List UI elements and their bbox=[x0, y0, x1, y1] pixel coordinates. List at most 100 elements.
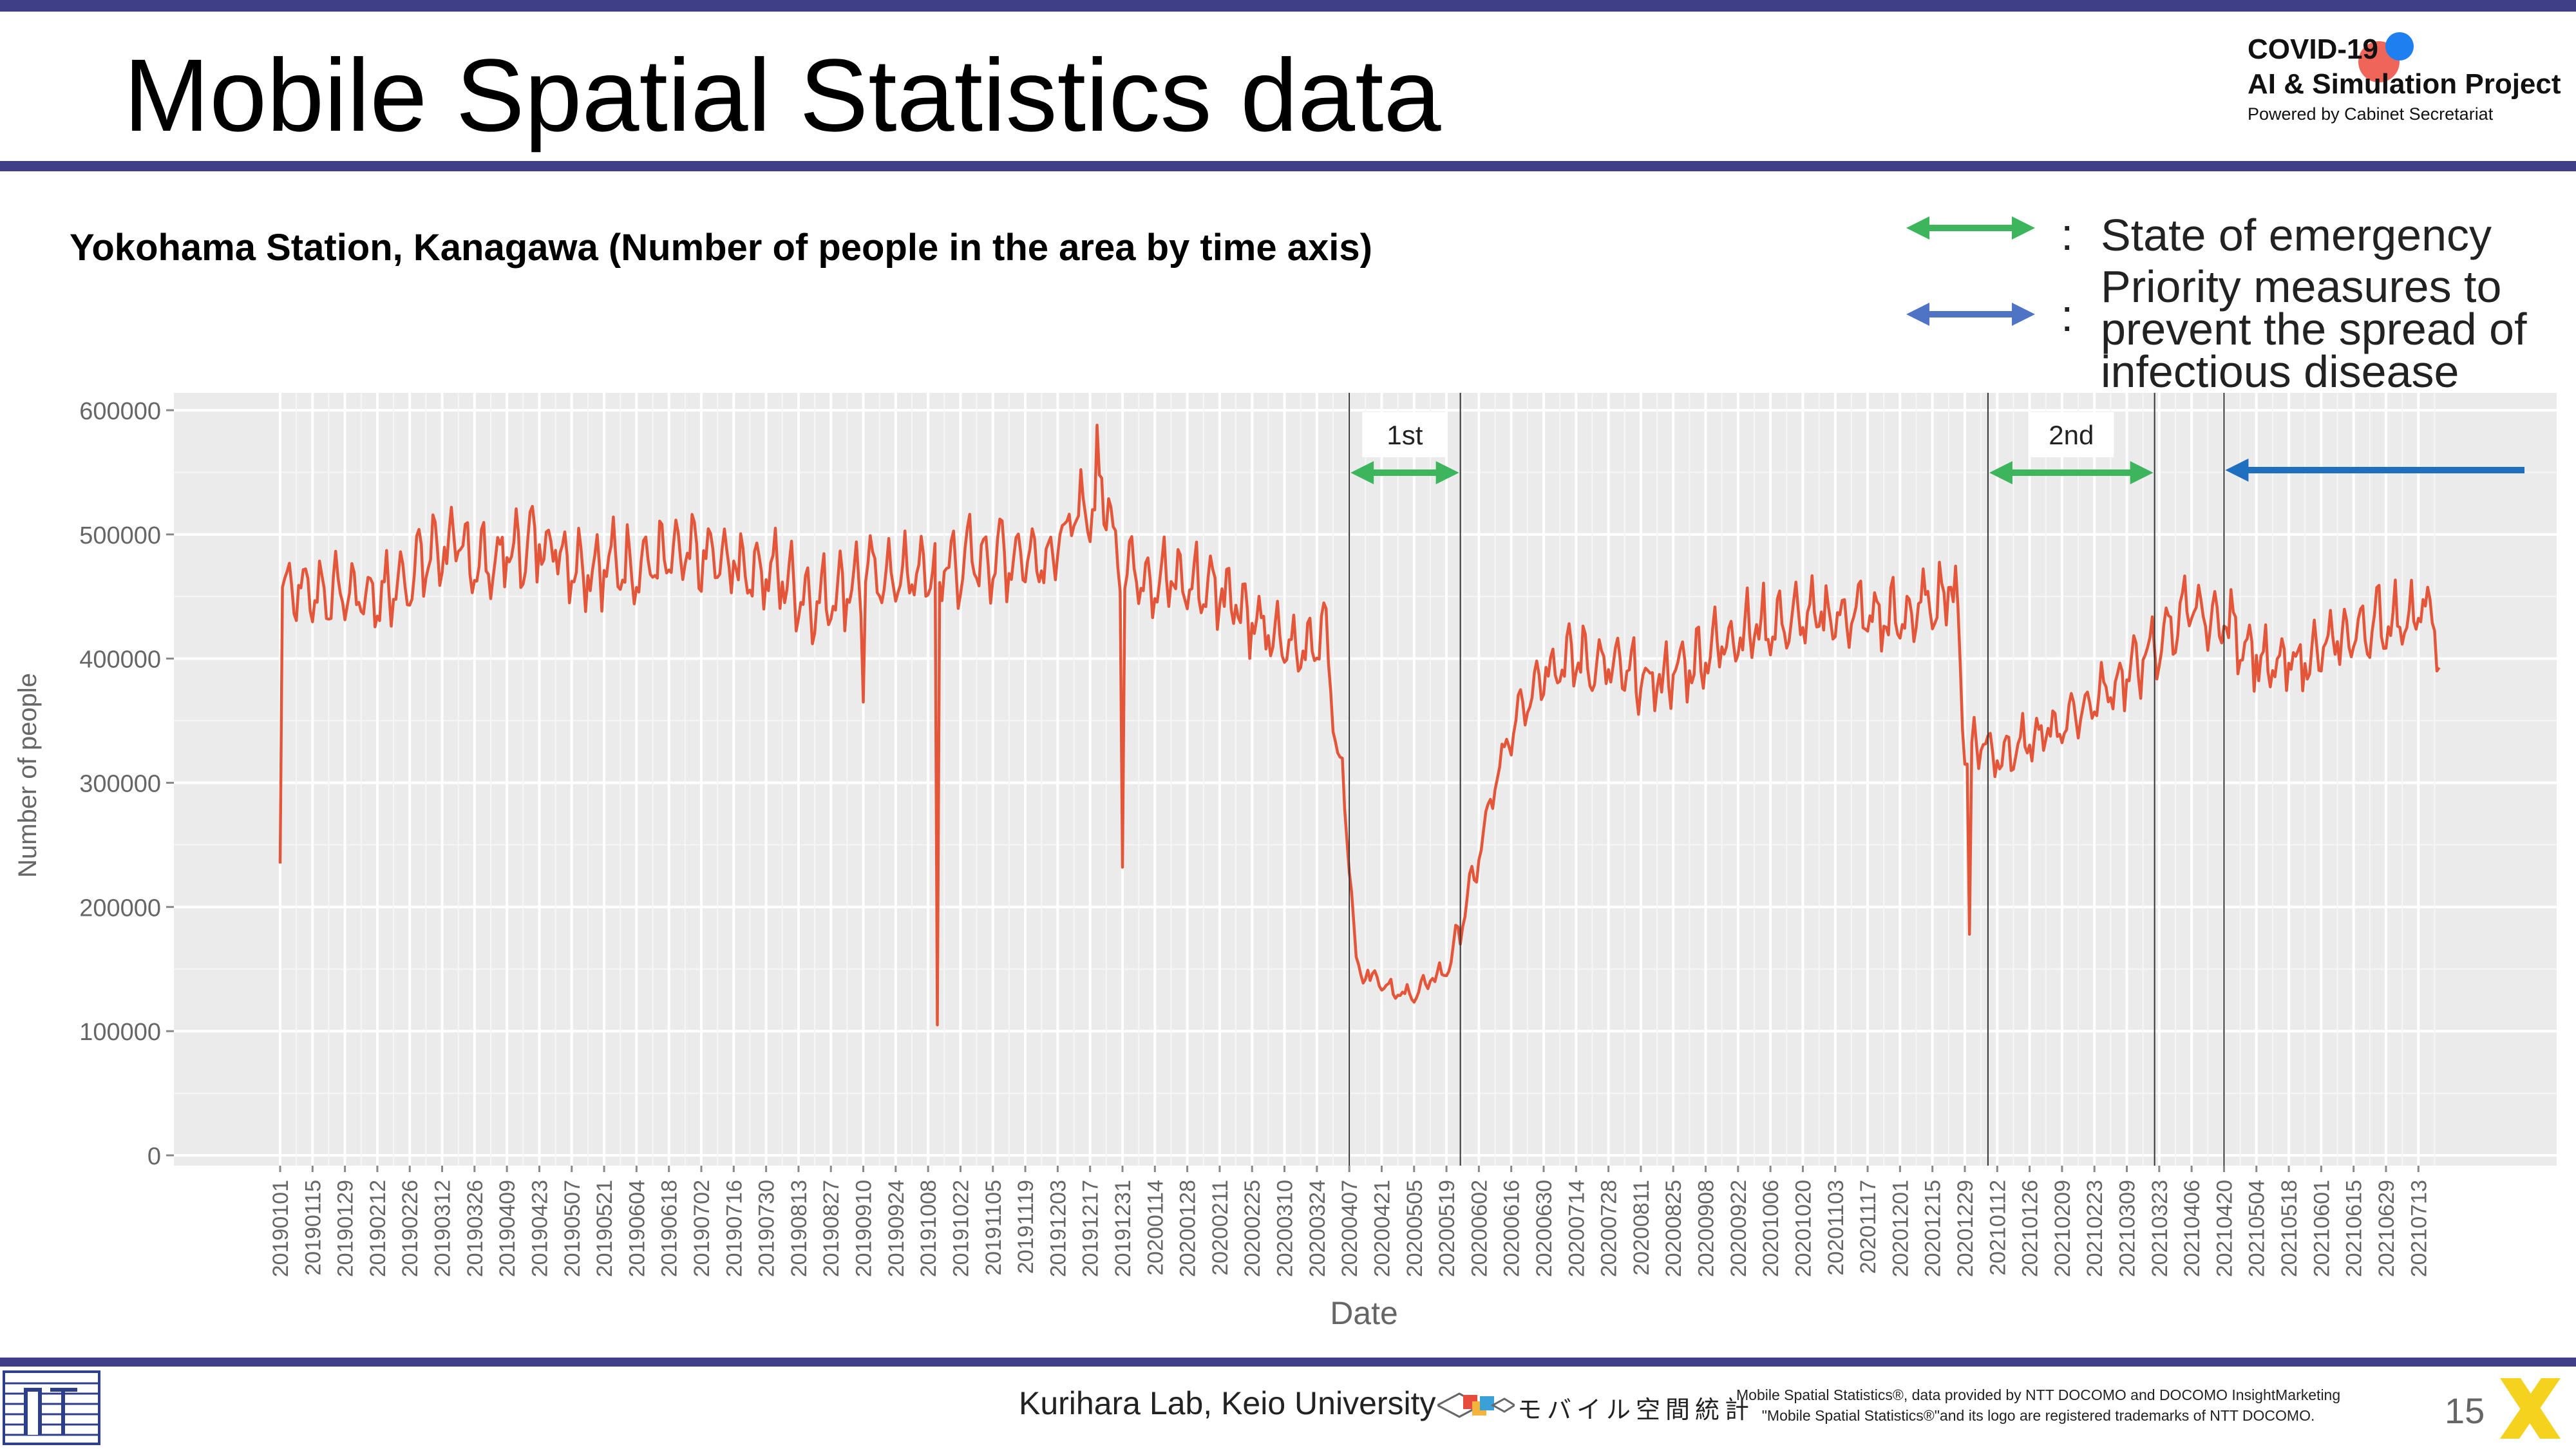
y-axis-title: Number of people bbox=[14, 673, 42, 878]
docomo-cube-icon bbox=[1435, 1392, 1517, 1418]
x-tick-label: 20200616 bbox=[1500, 1180, 1524, 1277]
y-tick-label: 500000 bbox=[79, 522, 161, 549]
bottom-rule bbox=[0, 1358, 2576, 1367]
x-tick-label: 20210126 bbox=[2018, 1180, 2043, 1277]
x-tick-label: 20210629 bbox=[2374, 1180, 2399, 1277]
x-tick-label: 20200714 bbox=[1564, 1180, 1589, 1277]
x-tick-label: 20200630 bbox=[1532, 1180, 1557, 1277]
x-tick-label: 20190115 bbox=[301, 1180, 325, 1276]
emergency-legend-arrow bbox=[1906, 216, 2035, 240]
x-tick-label: 20190409 bbox=[495, 1180, 520, 1277]
footer-notice: Mobile Spatial Statistics®, data provide… bbox=[1736, 1385, 2340, 1426]
x-tick-label: 20210420 bbox=[2212, 1180, 2237, 1277]
emergency-label-box bbox=[2029, 412, 2114, 457]
y-tick-label: 100000 bbox=[79, 1019, 161, 1046]
legend: : State of emergency : Priority measures… bbox=[1906, 206, 2576, 399]
covid-project-logo: COVID-19 AI & Simulation Project Powered… bbox=[2248, 32, 2563, 148]
x-tick-label: 20210504 bbox=[2245, 1180, 2269, 1277]
legend-colon-2: : bbox=[2061, 290, 2074, 341]
x-tick-label: 20190827 bbox=[819, 1180, 844, 1277]
logo-line2: AI & Simulation Project bbox=[2248, 68, 2561, 100]
x-tick-label: 20200922 bbox=[1727, 1180, 1751, 1277]
legend-text-emergency: State of emergency bbox=[2101, 210, 2492, 260]
x-tick-label: 20190813 bbox=[787, 1180, 811, 1277]
logo-line3: Powered by Cabinet Secretariat bbox=[2248, 104, 2494, 124]
legend-text-priority-2: prevent the spread of bbox=[2101, 304, 2527, 354]
footer-notice-line1: Mobile Spatial Statistics®, data provide… bbox=[1736, 1387, 2341, 1403]
x-tick-label: 20201215 bbox=[1921, 1180, 1946, 1277]
x-tick-label: 20210518 bbox=[2277, 1180, 2302, 1277]
kurihara-lab-logo bbox=[3, 1370, 100, 1445]
y-tick-label: 600000 bbox=[79, 398, 161, 425]
x-tick-label: 20191203 bbox=[1046, 1180, 1070, 1277]
x-tick-label: 20201020 bbox=[1791, 1180, 1815, 1277]
x-tick-label: 20200811 bbox=[1629, 1180, 1654, 1276]
x-tick-label: 20190507 bbox=[560, 1180, 585, 1277]
emergency-arrow-1-head-left bbox=[1350, 461, 1374, 484]
y-tick-label: 400000 bbox=[79, 647, 161, 674]
x-axis-title: Date bbox=[1330, 1295, 1398, 1331]
docomo-logo: モバイル空間統計 bbox=[1435, 1378, 1749, 1430]
footer-notice-line2: "Mobile Spatial Statistics®"and its logo… bbox=[1761, 1407, 2315, 1424]
x-tick-label: 20200310 bbox=[1273, 1180, 1298, 1277]
x-tick-label: 20190618 bbox=[658, 1180, 682, 1277]
page-number: 15 bbox=[2445, 1390, 2485, 1431]
x-tick-label: 20200128 bbox=[1176, 1180, 1200, 1277]
x-tick-label: 20201201 bbox=[1888, 1180, 1913, 1277]
x-tick-label: 20210713 bbox=[2407, 1180, 2431, 1277]
x-tick-label: 20200505 bbox=[1403, 1180, 1427, 1277]
legend-text-priority-3: infectious disease bbox=[2101, 346, 2459, 397]
x-tick-label: 20200908 bbox=[1694, 1180, 1719, 1277]
logo-blue-dot bbox=[2385, 32, 2414, 61]
x-tick-label: 20190702 bbox=[690, 1180, 714, 1277]
x-tick-label: 20201006 bbox=[1759, 1180, 1783, 1277]
y-tick-label: 200000 bbox=[79, 895, 161, 922]
x-tick-label: 20200225 bbox=[1240, 1180, 1265, 1277]
x-tick-label: 20190730 bbox=[755, 1180, 779, 1277]
x-tick-label: 20191105 bbox=[981, 1180, 1006, 1276]
x-tick-label: 20210406 bbox=[2180, 1180, 2204, 1277]
x-tick-label: 20190924 bbox=[884, 1180, 909, 1277]
x-tick-label: 20210601 bbox=[2309, 1180, 2334, 1277]
emergency-label: 2nd bbox=[2049, 420, 2094, 450]
x-tick-label: 20200825 bbox=[1662, 1180, 1686, 1277]
top-rule bbox=[0, 0, 2576, 12]
x-tick-label: 20200324 bbox=[1305, 1180, 1330, 1277]
emergency-arrow-1-head-right bbox=[1435, 461, 1459, 484]
x-tick-label: 20201117 bbox=[1856, 1180, 1880, 1274]
x-tick-label: 20191217 bbox=[1079, 1180, 1103, 1277]
x-logo-icon bbox=[2500, 1378, 2561, 1439]
x-tick-label: 20190604 bbox=[625, 1180, 649, 1277]
x-tick-label: 20190716 bbox=[722, 1180, 746, 1277]
logo-line1: COVID-19 bbox=[2248, 33, 2378, 65]
x-tick-label: 20201103 bbox=[1824, 1180, 1848, 1276]
x-tick-label: 20210615 bbox=[2342, 1180, 2367, 1277]
series-line bbox=[278, 423, 2441, 1027]
y-tick-label: 0 bbox=[147, 1143, 161, 1170]
docomo-logo-text: モバイル空間統計 bbox=[1517, 1397, 1755, 1424]
x-tick-label: 20210309 bbox=[2116, 1180, 2140, 1277]
emergency-label-box bbox=[1362, 412, 1448, 457]
emergency-arrow-2-head-left bbox=[1989, 461, 2012, 484]
priority-arrow-head bbox=[2225, 459, 2249, 482]
x-tick-label: 20200211 bbox=[1208, 1180, 1233, 1276]
x-tick-label: 20200728 bbox=[1597, 1180, 1622, 1277]
x-tick-label: 20200421 bbox=[1370, 1180, 1394, 1277]
footer-lab-name: Kurihara Lab, Keio University bbox=[1019, 1385, 1436, 1421]
x-tick-label: 20210323 bbox=[2148, 1180, 2172, 1277]
x-tick-label: 20210112 bbox=[1985, 1180, 2010, 1276]
x-tick-label: 20200114 bbox=[1143, 1180, 1168, 1276]
x-tick-label: 20210223 bbox=[2083, 1180, 2107, 1277]
page-title: Mobile Spatial Statistics data bbox=[124, 37, 1441, 153]
x-tick-label: 20191231 bbox=[1111, 1180, 1135, 1277]
priority-legend-arrow bbox=[1906, 303, 2035, 326]
x-tick-label: 20190226 bbox=[398, 1180, 422, 1277]
x-tick-label: 20200602 bbox=[1467, 1180, 1492, 1277]
x-tick-label: 20190910 bbox=[852, 1180, 876, 1277]
x-tick-label: 20191022 bbox=[949, 1180, 973, 1277]
emergency-arrow-2-head-right bbox=[2130, 461, 2154, 484]
chart-subtitle: Yokohama Station, Kanagawa (Number of pe… bbox=[70, 227, 1372, 269]
x-tick-label: 20201229 bbox=[1953, 1180, 1978, 1277]
x-tick-label: 20190521 bbox=[592, 1180, 617, 1277]
y-tick-label: 300000 bbox=[79, 771, 161, 798]
